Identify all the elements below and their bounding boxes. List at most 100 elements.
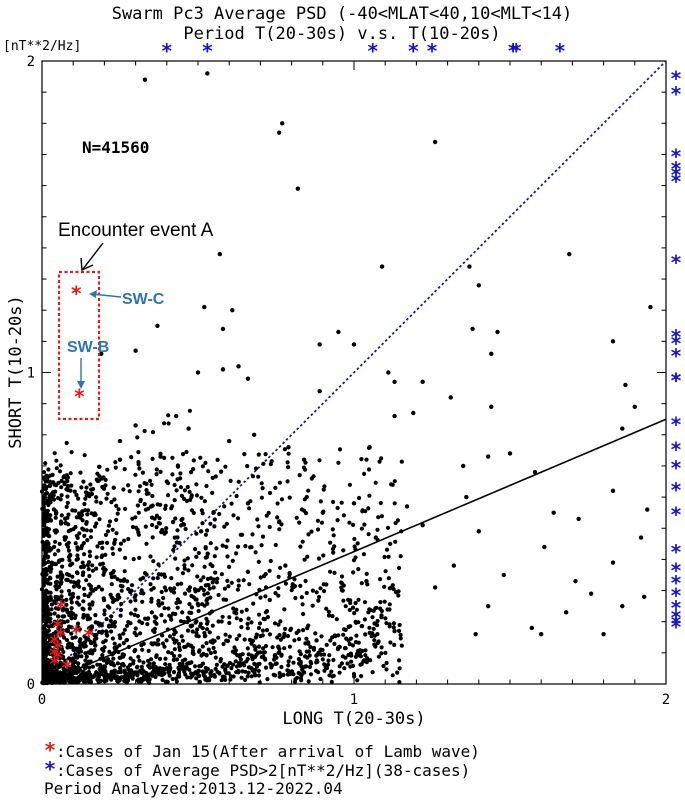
cluster-point <box>63 676 68 681</box>
data-point <box>485 603 491 609</box>
data-point <box>280 121 285 126</box>
cluster-point <box>321 589 327 594</box>
cluster-point <box>156 598 161 604</box>
data-point <box>623 382 628 388</box>
cluster-point <box>162 606 167 611</box>
cluster-point <box>182 558 187 563</box>
cluster-point <box>109 582 114 587</box>
cluster-point <box>231 662 236 667</box>
data-point <box>476 283 481 288</box>
cluster-point <box>217 511 222 517</box>
cluster-point <box>100 653 105 658</box>
cluster-point <box>239 675 244 680</box>
cluster-point <box>309 476 314 481</box>
data-point <box>173 413 179 419</box>
data-point <box>170 519 176 525</box>
cluster-point <box>101 640 106 645</box>
legend-red: *:Cases of Jan 15(After arrival of Lamb … <box>44 738 480 762</box>
cluster-point <box>191 651 196 657</box>
cluster-point <box>86 508 91 513</box>
data-point <box>501 572 506 578</box>
cluster-point <box>107 519 113 524</box>
cluster-point <box>109 677 114 682</box>
cluster-point <box>304 590 309 596</box>
swb-label: SW-B <box>67 339 109 356</box>
cluster-point <box>166 413 171 418</box>
blue-star-right: * <box>670 615 682 639</box>
cluster-point <box>195 574 200 579</box>
cluster-point <box>112 675 117 680</box>
cluster-point <box>385 525 391 530</box>
cluster-point <box>74 627 79 632</box>
cluster-point <box>249 545 254 550</box>
cluster-point <box>353 619 358 625</box>
cluster-point <box>194 493 200 498</box>
cluster-point <box>363 632 368 637</box>
cluster-point <box>121 578 126 584</box>
cluster-point <box>191 510 196 516</box>
cluster-point <box>222 504 227 509</box>
cluster-point <box>207 586 212 591</box>
red-star-point: * <box>61 655 73 679</box>
cluster-point <box>101 566 106 571</box>
cluster-point <box>212 524 217 529</box>
cluster-point <box>358 654 363 659</box>
cluster-point <box>194 531 199 536</box>
cluster-point <box>230 558 235 564</box>
cluster-point <box>261 461 266 466</box>
cluster-point <box>203 532 208 537</box>
cluster-point <box>302 557 307 562</box>
cluster-point <box>156 601 161 607</box>
cluster-point <box>304 494 309 500</box>
cluster-point <box>150 522 155 528</box>
cluster-point <box>303 654 308 659</box>
swc-arrowhead <box>89 290 97 298</box>
cluster-point <box>177 653 182 658</box>
cluster-point <box>116 507 121 512</box>
cluster-point <box>263 594 268 599</box>
data-point <box>245 376 251 381</box>
blue-star-right: * <box>670 605 682 629</box>
cluster-point <box>200 626 205 631</box>
regression-fit-line <box>41 418 667 685</box>
cluster-point <box>119 588 124 593</box>
cluster-point <box>226 671 231 676</box>
data-point <box>142 77 148 82</box>
data-point <box>641 594 647 599</box>
cluster-point <box>41 501 47 506</box>
cluster-point <box>76 496 81 501</box>
cluster-point <box>204 641 209 646</box>
x-tick-label: 0 <box>38 692 46 708</box>
cluster-point <box>253 550 258 555</box>
cluster-point <box>131 557 136 562</box>
cluster-point <box>375 618 380 624</box>
cluster-point <box>79 512 85 518</box>
cluster-point <box>367 630 372 636</box>
cluster-point <box>66 588 72 593</box>
cluster-point <box>41 609 47 614</box>
cluster-point <box>78 643 83 648</box>
data-point <box>133 423 138 428</box>
cluster-point <box>305 626 310 631</box>
data-point <box>202 304 207 310</box>
cluster-point <box>65 494 70 499</box>
cluster-point <box>182 591 188 596</box>
cluster-point <box>256 474 261 479</box>
cluster-point <box>97 474 102 479</box>
cluster-point <box>202 499 207 504</box>
data-point <box>317 342 322 347</box>
cluster-point <box>81 586 87 591</box>
cluster-point <box>328 638 333 643</box>
chart-subtitle: Period T(20-30s) v.s. T(10-20s) <box>183 24 500 44</box>
cluster-point <box>214 546 219 551</box>
cluster-point <box>162 585 167 590</box>
cluster-point <box>152 516 157 521</box>
cluster-point <box>223 632 228 637</box>
cluster-point <box>160 601 165 606</box>
cluster-point <box>379 613 384 618</box>
cluster-point <box>91 674 96 680</box>
cluster-point <box>109 500 114 505</box>
cluster-point <box>330 527 335 532</box>
x-tick-labels: 0 1 2 <box>38 692 670 708</box>
blue-star-right: * <box>670 540 682 564</box>
